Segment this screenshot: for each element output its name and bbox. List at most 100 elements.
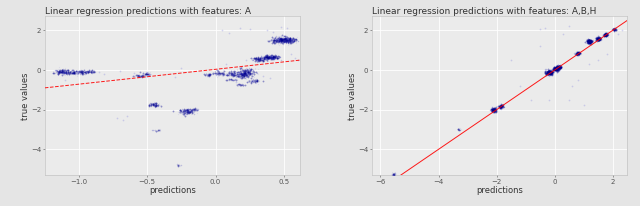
Point [254, 57, 264, 60]
Point [486, 109, 496, 112]
Point [282, 38, 292, 41]
Point [68, 70, 78, 74]
Point [583, 39, 593, 43]
Point [554, 66, 564, 69]
Point [592, 37, 602, 41]
Point [274, 39, 284, 43]
Point [278, 38, 288, 41]
Point [60, 70, 70, 73]
Point [277, 37, 287, 40]
Point [263, 56, 273, 59]
Point [220, 78, 230, 82]
Point [584, 41, 595, 44]
Point [497, 104, 507, 107]
Point [221, 62, 232, 66]
Point [490, 107, 500, 111]
Point [149, 103, 159, 107]
Point [556, 66, 566, 69]
Point [236, 83, 246, 87]
Point [57, 70, 67, 73]
Point [542, 70, 552, 74]
Point [148, 104, 158, 107]
Point [283, 36, 293, 40]
Point [545, 72, 555, 75]
Point [489, 111, 499, 115]
Point [237, 74, 247, 77]
Point [238, 83, 248, 87]
Point [233, 74, 243, 78]
Point [232, 84, 243, 87]
Point [549, 68, 559, 71]
Point [249, 72, 259, 76]
Point [552, 66, 562, 69]
Point [594, 37, 604, 41]
Point [489, 106, 499, 110]
Point [250, 79, 260, 83]
Point [490, 109, 500, 112]
Point [205, 73, 215, 77]
Point [550, 66, 561, 69]
Point [548, 66, 559, 70]
Point [593, 40, 604, 43]
Point [280, 37, 291, 41]
Point [218, 73, 228, 76]
Point [176, 164, 186, 167]
Point [586, 39, 596, 42]
Point [86, 70, 96, 73]
Point [488, 107, 499, 110]
Point [594, 36, 604, 40]
Point [252, 59, 262, 62]
Point [489, 108, 499, 112]
Point [551, 66, 561, 70]
Point [574, 52, 584, 55]
Point [245, 71, 255, 75]
Point [186, 109, 196, 113]
Point [552, 68, 562, 71]
Point [222, 73, 232, 76]
Point [179, 108, 189, 111]
Point [550, 67, 561, 70]
Point [541, 69, 552, 72]
Point [280, 37, 290, 40]
Point [238, 74, 248, 77]
Point [268, 54, 278, 57]
Point [148, 104, 159, 107]
Point [574, 52, 584, 56]
Point [554, 65, 564, 68]
Point [495, 105, 506, 109]
Point [281, 36, 291, 40]
Point [275, 40, 285, 43]
Point [572, 51, 582, 54]
Point [593, 36, 603, 39]
Point [212, 69, 223, 73]
Point [543, 71, 554, 74]
Point [497, 105, 507, 108]
Point [573, 51, 584, 55]
Point [280, 36, 291, 40]
Point [152, 129, 162, 132]
Point [592, 38, 602, 41]
Point [276, 38, 287, 41]
Point [191, 108, 201, 111]
Point [490, 107, 500, 111]
Point [584, 41, 594, 45]
Point [138, 74, 148, 78]
Point [572, 52, 582, 55]
Point [227, 77, 237, 81]
Point [586, 39, 596, 42]
Point [284, 39, 294, 42]
Point [585, 39, 595, 42]
Point [552, 67, 562, 71]
Point [253, 57, 263, 61]
Point [283, 39, 293, 42]
Point [585, 40, 595, 43]
Point [232, 73, 243, 76]
Point [254, 58, 264, 61]
Point [281, 37, 291, 41]
Point [609, 27, 620, 30]
Point [487, 111, 497, 114]
Point [497, 103, 507, 107]
Point [275, 38, 285, 41]
Point [288, 37, 298, 40]
Point [280, 41, 291, 44]
